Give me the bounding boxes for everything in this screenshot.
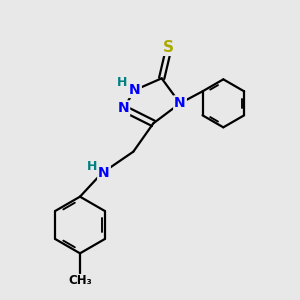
Text: N: N <box>174 96 186 110</box>
Text: CH₃: CH₃ <box>68 274 92 287</box>
Text: H: H <box>86 160 97 172</box>
Text: H: H <box>117 76 128 89</box>
Text: N: N <box>118 101 129 115</box>
Text: N: N <box>98 166 110 180</box>
Text: S: S <box>163 40 174 55</box>
Text: N: N <box>129 83 141 97</box>
